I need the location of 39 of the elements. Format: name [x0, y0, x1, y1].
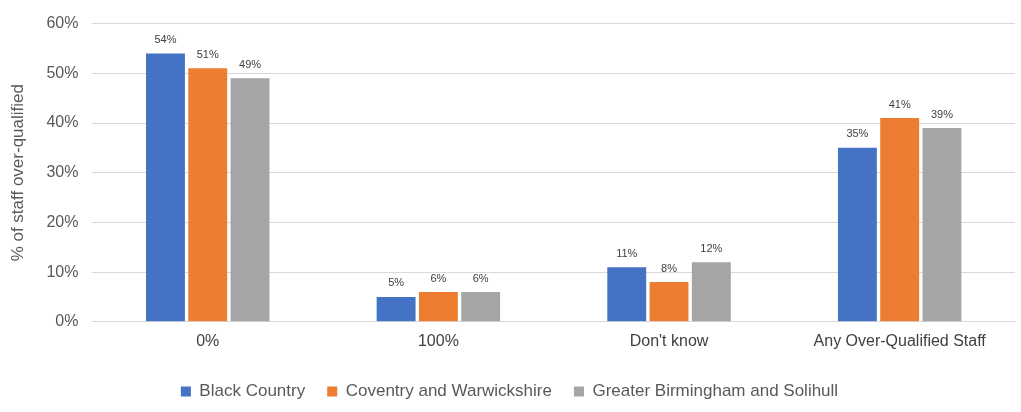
- x-tick-label: 100%: [417, 331, 459, 349]
- data-label: 6%: [430, 271, 447, 284]
- bar: [230, 78, 270, 322]
- bar: [880, 118, 920, 322]
- data-label: 41%: [888, 97, 911, 110]
- data-label: 39%: [930, 107, 954, 120]
- y-tick-label: 0%: [55, 312, 79, 330]
- bar: [649, 282, 689, 322]
- bar: [691, 262, 731, 322]
- bar: [922, 127, 962, 322]
- y-axis-title: % of staff over-qualified: [7, 84, 27, 262]
- data-label: 12%: [700, 241, 723, 254]
- data-label: 11%: [616, 246, 638, 259]
- x-tick-label: Any Over-Qualified Staff: [813, 331, 987, 349]
- bar: [146, 53, 185, 322]
- data-label: 54%: [154, 32, 177, 45]
- data-label: 5%: [388, 276, 405, 289]
- data-label: 49%: [239, 57, 262, 70]
- bar: [837, 147, 877, 322]
- bar: [376, 296, 416, 322]
- y-tick-label: 50%: [46, 63, 79, 81]
- bar: [188, 68, 228, 322]
- y-tick-label: 60%: [46, 14, 79, 32]
- data-label: 35%: [846, 127, 869, 140]
- data-label: 8%: [661, 261, 678, 274]
- x-tick-label: 0%: [196, 331, 220, 349]
- y-tick-label: 40%: [46, 113, 79, 131]
- legend-label: Black Country: [199, 381, 306, 401]
- legend-label: Coventry and Warwickshire: [345, 381, 552, 401]
- x-tick-label: Don't know: [629, 331, 709, 349]
- data-label: 51%: [196, 47, 219, 60]
- legend-label: Greater Birmingham and Solihull: [592, 381, 839, 401]
- bar: [418, 291, 458, 322]
- y-tick-label: 20%: [46, 212, 79, 230]
- y-tick-label: 30%: [46, 163, 79, 181]
- bar: [607, 267, 647, 322]
- y-tick-label: 10%: [46, 262, 79, 280]
- data-label: 6%: [472, 271, 489, 284]
- bar: [461, 291, 501, 322]
